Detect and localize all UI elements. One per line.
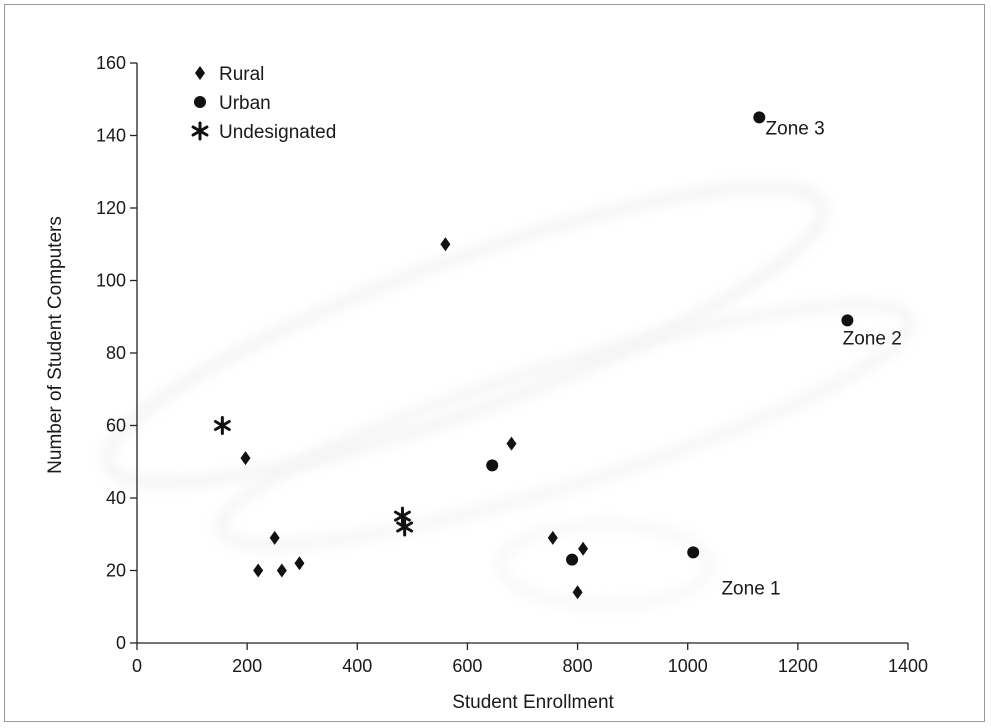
urban-point [753, 111, 766, 124]
undesignated-point [213, 416, 231, 435]
y-tick-label: 80 [106, 343, 126, 363]
rural-point [578, 541, 589, 556]
legend-urban-marker [194, 96, 206, 108]
rural-point [572, 585, 583, 600]
x-tick-label: 1200 [778, 656, 818, 676]
x-axis-ticks: 0 200 400 600 800 1000 1200 1400 [132, 643, 928, 676]
y-axis-ticks: 0 20 40 60 80 100 120 140 160 [96, 53, 137, 653]
urban-point [486, 459, 499, 472]
y-tick-label: 0 [116, 633, 126, 653]
y-axis-title: Number of Student Computers [45, 216, 66, 474]
rural-point [440, 237, 451, 252]
x-tick-label: 600 [452, 656, 482, 676]
y-tick-label: 140 [96, 126, 126, 146]
legend-undesignated-marker [191, 121, 209, 141]
x-tick-label: 200 [232, 656, 262, 676]
y-tick-label: 100 [96, 271, 126, 291]
zone-3-outline [101, 182, 829, 488]
y-tick-label: 20 [106, 561, 126, 581]
rural-point [506, 436, 517, 451]
x-tick-label: 400 [342, 656, 372, 676]
zone-2-label: Zone 2 [843, 329, 902, 350]
chart-frame: 0 200 400 600 800 1000 1200 1400 0 20 40 60 80 100 12… [4, 4, 985, 722]
y-tick-label: 120 [96, 198, 126, 218]
legend: Rural Urban Undesignated [191, 64, 336, 143]
x-tick-label: 0 [132, 656, 142, 676]
zone-1-label: Zone 1 [721, 579, 780, 600]
scatter-plot: 0 200 400 600 800 1000 1200 1400 0 20 40 60 80 100 12… [45, 53, 928, 713]
undesignated-point [394, 506, 411, 526]
urban-point [687, 546, 700, 559]
legend-undesignated-label: Undesignated [219, 122, 336, 143]
legend-urban-label: Urban [219, 93, 271, 114]
zone-labels: Zone 3 Zone 2 Zone 1 [721, 118, 901, 599]
y-tick-label: 160 [96, 53, 126, 73]
urban-point [566, 553, 579, 566]
y-tick-label: 60 [106, 416, 126, 436]
rural-point [276, 563, 287, 578]
x-tick-label: 800 [563, 656, 593, 676]
legend-rural-label: Rural [219, 64, 264, 85]
zone-3-label: Zone 3 [766, 118, 825, 139]
zone-shading [101, 182, 915, 609]
rural-point [253, 563, 264, 578]
undesignated-point [396, 517, 414, 537]
axes: 0 200 400 600 800 1000 1200 1400 0 20 40 60 80 100 12… [96, 53, 928, 676]
rural-point [294, 556, 305, 571]
urban-point [841, 314, 854, 327]
zone-1-outline [496, 521, 714, 609]
y-tick-label: 40 [106, 488, 126, 508]
legend-rural-marker [195, 66, 205, 80]
x-tick-label: 1000 [668, 656, 708, 676]
x-axis-title: Student Enrollment [452, 692, 614, 713]
x-tick-label: 1400 [888, 656, 928, 676]
data-points [213, 111, 854, 600]
rural-point [240, 451, 251, 466]
rural-point [269, 530, 280, 545]
zone-2-outline [215, 300, 915, 550]
rural-point [547, 530, 558, 545]
